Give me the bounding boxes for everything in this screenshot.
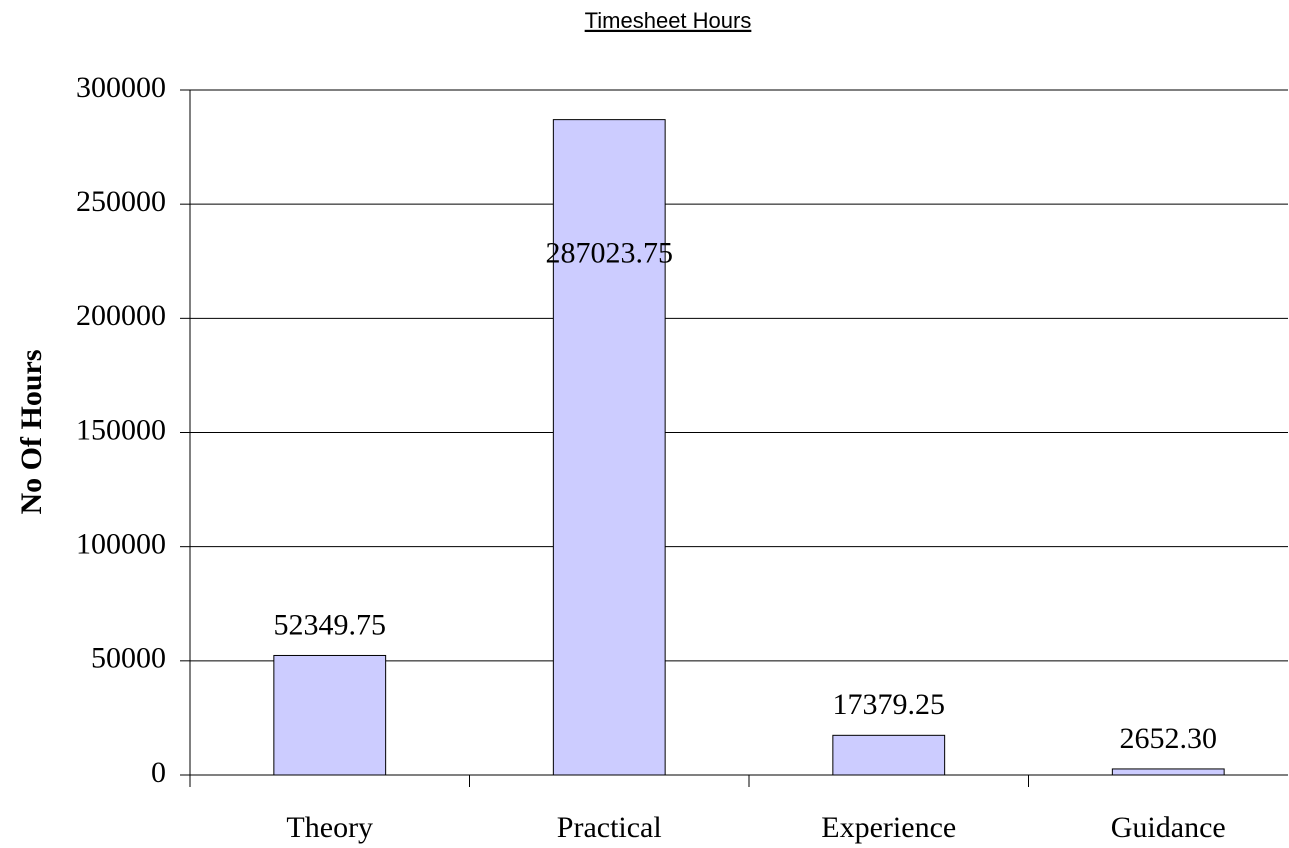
bar xyxy=(832,734,946,776)
data-label: 52349.75 xyxy=(274,608,387,641)
y-tick-label: 200000 xyxy=(76,299,166,332)
x-tick-label: Guidance xyxy=(1111,811,1226,844)
chart-title: Timesheet Hours xyxy=(585,8,752,33)
x-tick-label: Theory xyxy=(286,811,373,844)
x-tick-label: Practical xyxy=(557,811,662,844)
data-label: 2652.30 xyxy=(1120,722,1218,755)
y-tick-label: 150000 xyxy=(76,413,166,446)
y-tick-label: 250000 xyxy=(76,185,166,218)
y-tick-label: 0 xyxy=(151,756,166,789)
y-tick-label: 100000 xyxy=(76,528,166,561)
bar xyxy=(1111,768,1225,776)
x-tick-label: Experience xyxy=(821,811,956,844)
bar xyxy=(273,654,387,776)
bar xyxy=(552,119,666,776)
y-tick-label: 300000 xyxy=(76,71,166,104)
data-label: 17379.25 xyxy=(833,688,946,721)
data-label: 287023.75 xyxy=(546,237,674,270)
y-tick-label: 50000 xyxy=(91,642,166,675)
y-axis-label: No Of Hours xyxy=(15,350,48,515)
